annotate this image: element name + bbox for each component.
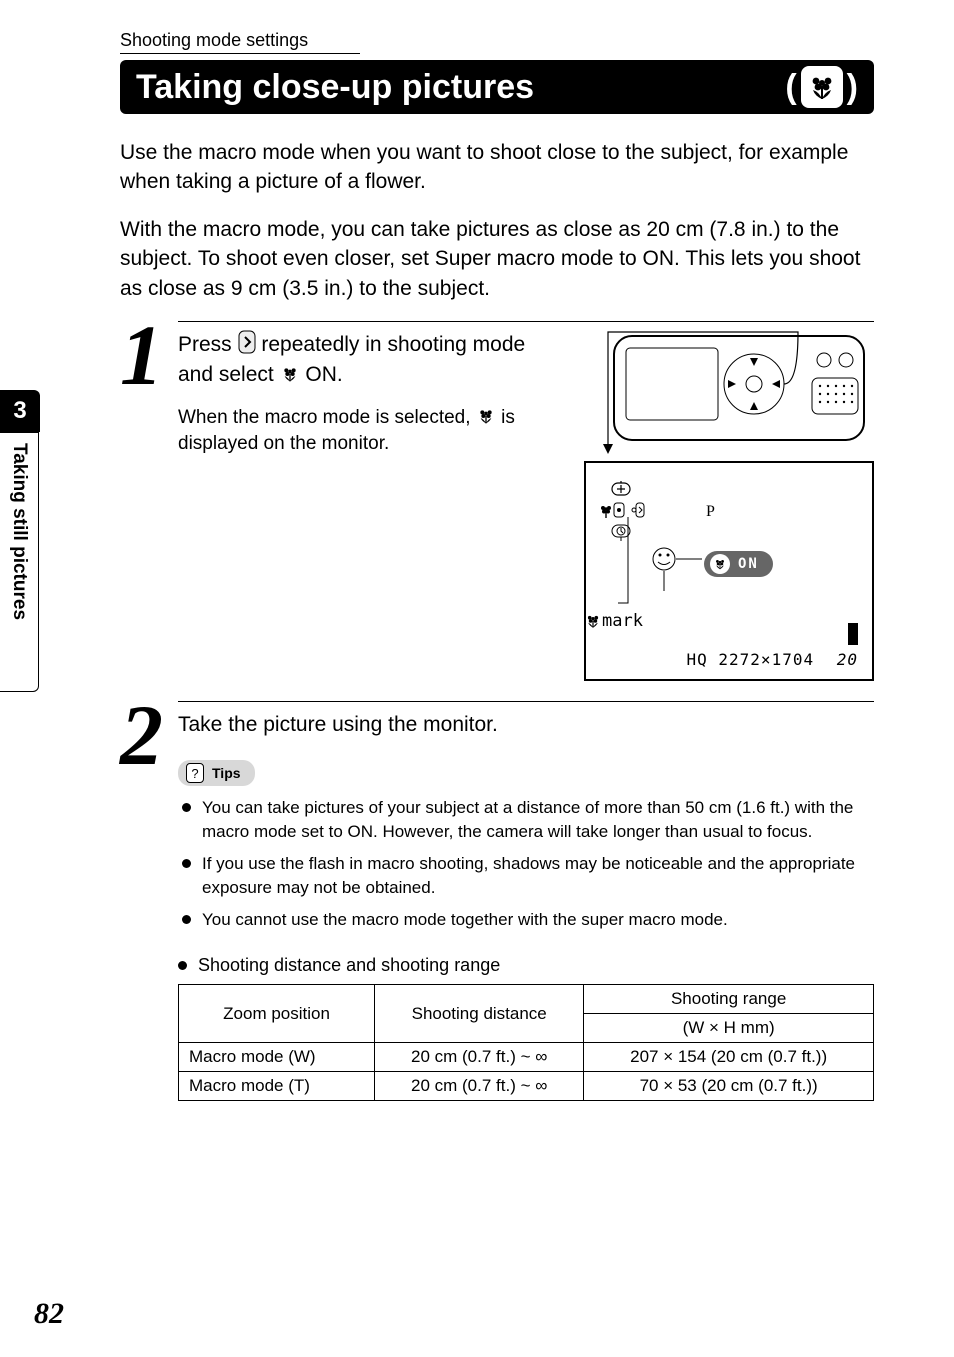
right-button-icon — [238, 330, 256, 354]
tips-badge: ? Tips — [178, 760, 255, 786]
tip-item: You can take pictures of your subject at… — [182, 796, 874, 844]
cell-range: 207 × 154 (20 cm (0.7 ft.)) — [584, 1043, 874, 1072]
intro-p1: Use the macro mode when you want to shoo… — [120, 138, 874, 197]
th-zoom: Zoom position — [179, 985, 375, 1043]
step-2-number: 2 — [120, 701, 160, 1101]
chapter-label: Taking still pictures — [0, 432, 39, 692]
table-row: Macro mode (T) 20 cm (0.7 ft.) ~ ∞ 70 × … — [179, 1072, 874, 1101]
macro-icon — [476, 406, 496, 426]
cell-zoom: Macro mode (T) — [179, 1072, 375, 1101]
tips-list: You can take pictures of your subject at… — [178, 796, 874, 931]
tip-item: You cannot use the macro mode together w… — [182, 908, 874, 932]
step-1-sub-a: When the macro mode is selected, — [178, 407, 476, 428]
step-1: 1 Press repeatedly in shooting mode and … — [120, 321, 874, 681]
tips-label: Tips — [212, 765, 241, 781]
step-1-lead-c: ON. — [305, 363, 342, 386]
cell-dist: 20 cm (0.7 ft.) ~ ∞ — [375, 1043, 584, 1072]
screen-hq-text: HQ 2272×1704 — [687, 650, 815, 669]
screen-mode-p: P — [706, 503, 715, 521]
tip-item: If you use the flash in macro shooting, … — [182, 852, 874, 900]
monitor-preview: P ON — [584, 461, 874, 681]
chapter-number: 3 — [0, 390, 40, 432]
range-table: Zoom position Shooting distance Shooting… — [178, 984, 874, 1101]
title-icon-group: ( ) — [785, 66, 858, 108]
macro-icon — [280, 364, 300, 384]
step-2: 2 Take the picture using the monitor. ? … — [120, 701, 874, 1101]
screen-battery-bar — [848, 623, 858, 645]
intro-p2: With the macro mode, you can take pictur… — [120, 215, 874, 303]
intro-text: Use the macro mode when you want to shoo… — [120, 138, 874, 303]
step-2-lead: Take the picture using the monitor. — [178, 710, 874, 740]
screen-connector-lines — [652, 541, 712, 591]
page-title-bar: Taking close-up pictures ( — [120, 60, 874, 114]
screen-on-label: ON — [738, 556, 759, 572]
breadcrumb: Shooting mode settings — [120, 30, 360, 54]
paren-close: ) — [847, 68, 858, 107]
screen-on-pill: ON — [704, 551, 773, 577]
th-range: Shooting range — [584, 985, 874, 1014]
th-range-sub: (W × H mm) — [584, 1014, 874, 1043]
chapter-tab: 3 Taking still pictures — [0, 390, 40, 692]
step-1-lead-a: Press — [178, 333, 238, 356]
screen-resolution: HQ 2272×1704 20 — [687, 650, 859, 669]
macro-icon — [801, 66, 843, 108]
th-dist: Shooting distance — [375, 985, 584, 1043]
step-1-sub: When the macro mode is selected, is disp… — [178, 405, 534, 458]
screen-count: 20 — [837, 650, 858, 669]
step-1-lead: Press repeatedly in shooting mode and se… — [178, 330, 534, 391]
paren-open: ( — [785, 68, 796, 107]
cell-dist: 20 cm (0.7 ft.) ~ ∞ — [375, 1072, 584, 1101]
cell-zoom: Macro mode (W) — [179, 1043, 375, 1072]
table-row: Macro mode (W) 20 cm (0.7 ft.) ~ ∞ 207 ×… — [179, 1043, 874, 1072]
page-number: 82 — [34, 1297, 64, 1331]
macro-icon — [710, 554, 730, 574]
step-1-number: 1 — [120, 321, 160, 681]
camera-illustration: P ON — [554, 330, 874, 681]
table-caption: Shooting distance and shooting range — [178, 955, 874, 976]
screen-mark-label: mark — [584, 611, 643, 631]
cell-range: 70 × 53 (20 cm (0.7 ft.)) — [584, 1072, 874, 1101]
page-title: Taking close-up pictures — [136, 68, 534, 107]
tips-icon: ? — [186, 763, 204, 783]
screen-mark-text: mark — [602, 611, 643, 631]
